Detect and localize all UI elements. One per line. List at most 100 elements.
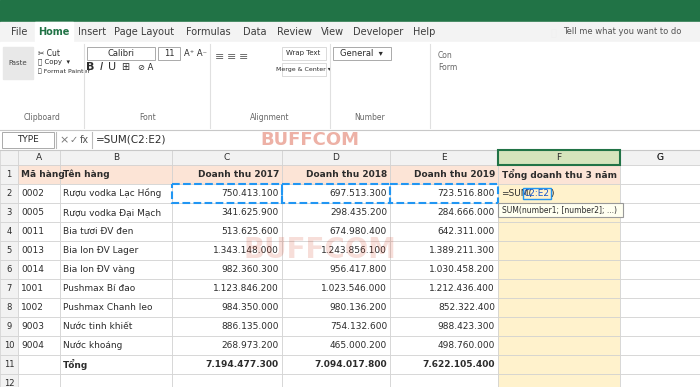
Text: 513.625.600: 513.625.600: [222, 227, 279, 236]
Text: F: F: [556, 153, 561, 162]
Bar: [390, 241, 498, 260]
Text: D: D: [332, 153, 340, 162]
Bar: [282, 241, 390, 260]
Bar: [498, 279, 620, 298]
Bar: [18, 279, 60, 298]
Text: G: G: [657, 153, 664, 162]
Text: Con: Con: [438, 50, 453, 60]
Bar: [172, 336, 282, 355]
Bar: [60, 241, 172, 260]
Text: 0011: 0011: [21, 227, 44, 236]
Text: =SUM(: =SUM(: [501, 189, 532, 198]
Text: 980.136.200: 980.136.200: [330, 303, 387, 312]
Text: 1.030.458.200: 1.030.458.200: [429, 265, 495, 274]
Bar: [60, 298, 172, 317]
Text: Help: Help: [413, 27, 435, 37]
Text: 🖌 Format Painter: 🖌 Format Painter: [38, 68, 90, 74]
Text: 0002: 0002: [21, 189, 44, 198]
Bar: [172, 241, 282, 260]
Bar: [620, 203, 700, 222]
Text: ×: ×: [60, 135, 69, 145]
Text: 988.423.300: 988.423.300: [438, 322, 495, 331]
Bar: [3, 47, 33, 79]
Text: E: E: [441, 153, 447, 162]
Text: 1002: 1002: [21, 303, 44, 312]
Bar: [18, 222, 60, 241]
Text: ≡: ≡: [216, 52, 225, 62]
Text: 642.311.000: 642.311.000: [438, 227, 495, 236]
Bar: [0, 298, 18, 317]
Text: Nước khoáng: Nước khoáng: [63, 341, 122, 350]
Text: 7.622.105.400: 7.622.105.400: [423, 360, 495, 369]
Text: 852.322.400: 852.322.400: [438, 303, 495, 312]
Bar: [498, 203, 620, 222]
Bar: [172, 150, 282, 165]
Bar: [87, 47, 155, 60]
Bar: [498, 374, 620, 387]
Text: 7: 7: [6, 284, 12, 293]
Bar: [282, 203, 390, 222]
Text: File: File: [10, 27, 27, 37]
Bar: [18, 203, 60, 222]
Text: Doanh thu 2018: Doanh thu 2018: [306, 170, 387, 179]
Bar: [18, 355, 60, 374]
Text: Font: Font: [139, 113, 156, 122]
Text: Page Layout: Page Layout: [114, 27, 174, 37]
Bar: [0, 42, 700, 130]
Bar: [0, 317, 18, 336]
Bar: [620, 150, 700, 165]
Text: 697.513.300: 697.513.300: [330, 189, 387, 198]
Bar: [498, 165, 620, 184]
Text: 284.666.000: 284.666.000: [438, 208, 495, 217]
Bar: [498, 336, 620, 355]
Bar: [282, 279, 390, 298]
Bar: [620, 355, 700, 374]
Text: Doanh thu 2019: Doanh thu 2019: [414, 170, 495, 179]
Bar: [60, 184, 172, 203]
Bar: [498, 150, 620, 165]
Bar: [498, 260, 620, 279]
Text: 7.094.017.800: 7.094.017.800: [314, 360, 387, 369]
Bar: [60, 165, 172, 184]
Text: C2:E2: C2:E2: [524, 189, 550, 198]
Text: View: View: [321, 27, 344, 37]
Text: 6: 6: [6, 265, 12, 274]
Text: 9: 9: [6, 322, 12, 331]
Text: =SUM(C2:E2): =SUM(C2:E2): [96, 135, 167, 145]
Text: 754.132.600: 754.132.600: [330, 322, 387, 331]
Text: Paste: Paste: [8, 60, 27, 66]
Text: 5: 5: [6, 246, 12, 255]
Bar: [60, 150, 172, 165]
Bar: [282, 184, 390, 203]
Text: Number: Number: [355, 113, 386, 122]
Bar: [60, 222, 172, 241]
Bar: [620, 222, 700, 241]
Text: 0014: 0014: [21, 265, 44, 274]
Text: 298.435.200: 298.435.200: [330, 208, 387, 217]
Bar: [60, 260, 172, 279]
Text: U: U: [108, 62, 116, 72]
Text: Insert: Insert: [78, 27, 106, 37]
Bar: [620, 336, 700, 355]
Bar: [390, 184, 498, 203]
Bar: [0, 222, 18, 241]
Text: 750.413.100: 750.413.100: [222, 189, 279, 198]
Text: Review: Review: [276, 27, 312, 37]
Bar: [18, 241, 60, 260]
Text: 12: 12: [4, 379, 14, 387]
Bar: [0, 260, 18, 279]
Text: 11: 11: [164, 49, 174, 58]
Bar: [18, 260, 60, 279]
Text: 498.760.000: 498.760.000: [438, 341, 495, 350]
Bar: [0, 355, 18, 374]
Text: Rượu vodka Đại Mạch: Rượu vodka Đại Mạch: [63, 208, 161, 217]
Bar: [620, 317, 700, 336]
Bar: [282, 374, 390, 387]
Text: Bia lon ĐV vàng: Bia lon ĐV vàng: [63, 265, 135, 274]
Text: 982.360.300: 982.360.300: [222, 265, 279, 274]
Bar: [158, 47, 180, 60]
Bar: [498, 184, 620, 203]
Text: 1.389.211.300: 1.389.211.300: [429, 246, 495, 255]
Bar: [60, 374, 172, 387]
Bar: [390, 184, 498, 203]
